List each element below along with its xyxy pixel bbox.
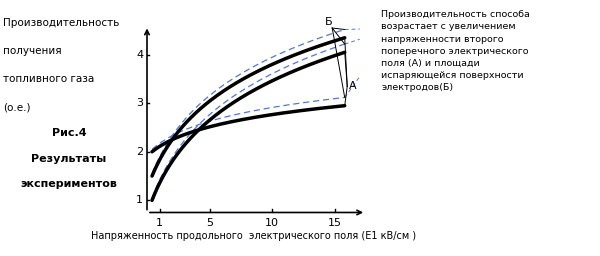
Text: Б: Б — [325, 17, 332, 27]
Text: (о.е.): (о.е.) — [3, 102, 31, 112]
Text: Производительность: Производительность — [3, 18, 119, 28]
Text: 2: 2 — [136, 147, 143, 157]
Text: Напряженность продольного  электрического поля (Е1 кВ/см ): Напряженность продольного электрического… — [91, 231, 416, 241]
Text: экспериментов: экспериментов — [20, 179, 118, 189]
Text: 15: 15 — [328, 218, 342, 228]
Text: Рис.4: Рис.4 — [52, 128, 86, 138]
Text: 5: 5 — [206, 218, 213, 228]
Text: 1: 1 — [136, 195, 143, 205]
Text: 3: 3 — [136, 98, 143, 108]
Text: Производительность способа
возрастает с увеличением
напряженности второго
попере: Производительность способа возрастает с … — [381, 10, 530, 92]
Text: 1: 1 — [156, 218, 163, 228]
Text: Результаты: Результаты — [31, 154, 107, 164]
Text: А: А — [349, 81, 356, 91]
Text: получения: получения — [3, 46, 62, 56]
Text: 10: 10 — [265, 218, 279, 228]
Text: 4: 4 — [136, 50, 143, 60]
Text: топливного газа: топливного газа — [3, 74, 94, 84]
